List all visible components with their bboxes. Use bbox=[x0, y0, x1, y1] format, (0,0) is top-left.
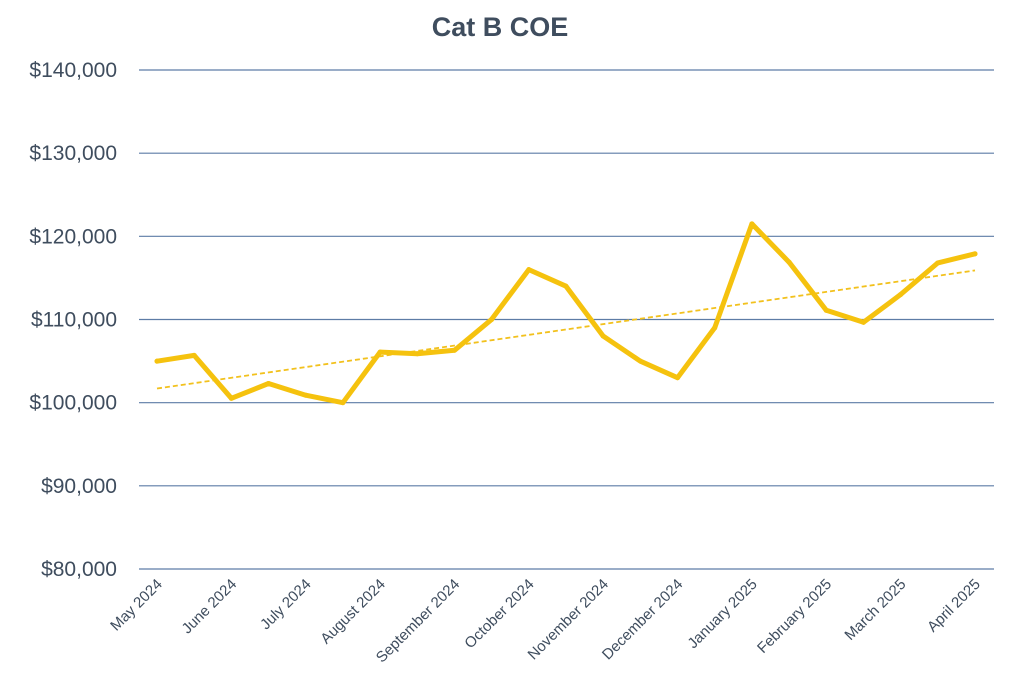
x-tick-label: April 2025 bbox=[924, 576, 984, 636]
data-point bbox=[563, 283, 569, 289]
data-point bbox=[340, 400, 346, 406]
x-tick-label: December 2024 bbox=[599, 576, 686, 663]
x-tick-label: February 2025 bbox=[754, 576, 835, 657]
data-point bbox=[489, 316, 495, 322]
y-tick-label: $110,000 bbox=[31, 309, 117, 332]
data-point bbox=[377, 349, 383, 355]
data-point bbox=[600, 333, 606, 339]
data-point bbox=[786, 259, 792, 265]
series-layer bbox=[154, 221, 978, 406]
data-point bbox=[860, 319, 866, 325]
y-axis-labels: $80,000 $90,000 $100,000 $110,000 $120,000 $1… bbox=[29, 59, 117, 581]
data-point bbox=[935, 260, 941, 266]
data-point bbox=[191, 352, 197, 358]
data-point bbox=[303, 392, 309, 398]
gridlines bbox=[139, 69, 994, 570]
y-tick-label: $140,000 bbox=[29, 59, 117, 82]
x-tick-label: July 2024 bbox=[257, 576, 314, 633]
y-tick-label: $120,000 bbox=[29, 225, 117, 248]
data-point bbox=[712, 325, 718, 331]
data-point bbox=[154, 358, 160, 364]
data-point bbox=[526, 267, 532, 273]
data-point bbox=[266, 381, 272, 387]
data-point bbox=[675, 375, 681, 381]
x-axis-labels: May 2024 June 2024 July 2024 August 2024Sep… bbox=[107, 576, 984, 666]
chart-title: Cat B COE bbox=[432, 12, 569, 42]
x-tick-label: May 2024 bbox=[107, 576, 166, 635]
y-tick-label: $100,000 bbox=[29, 392, 117, 415]
x-tick-label: August 2024 bbox=[317, 576, 389, 648]
x-tick-label: March 2025 bbox=[841, 576, 909, 644]
x-tick-label: June 2024 bbox=[179, 576, 241, 638]
data-point bbox=[228, 395, 234, 401]
y-tick-label: $130,000 bbox=[29, 142, 117, 165]
data-point bbox=[451, 347, 457, 353]
series-line bbox=[154, 221, 978, 406]
data-point bbox=[823, 307, 829, 313]
data-point bbox=[972, 251, 978, 257]
data-point bbox=[749, 221, 755, 227]
trendline bbox=[156, 269, 976, 390]
data-point bbox=[898, 292, 904, 298]
x-tick-label: October 2024 bbox=[461, 576, 537, 652]
data-point bbox=[637, 358, 643, 364]
y-tick-label: $80,000 bbox=[41, 558, 117, 581]
x-tick-label: January 2025 bbox=[684, 576, 760, 652]
data-point bbox=[414, 351, 420, 357]
trendline-layer bbox=[156, 269, 976, 390]
y-tick-label: $90,000 bbox=[41, 475, 117, 498]
